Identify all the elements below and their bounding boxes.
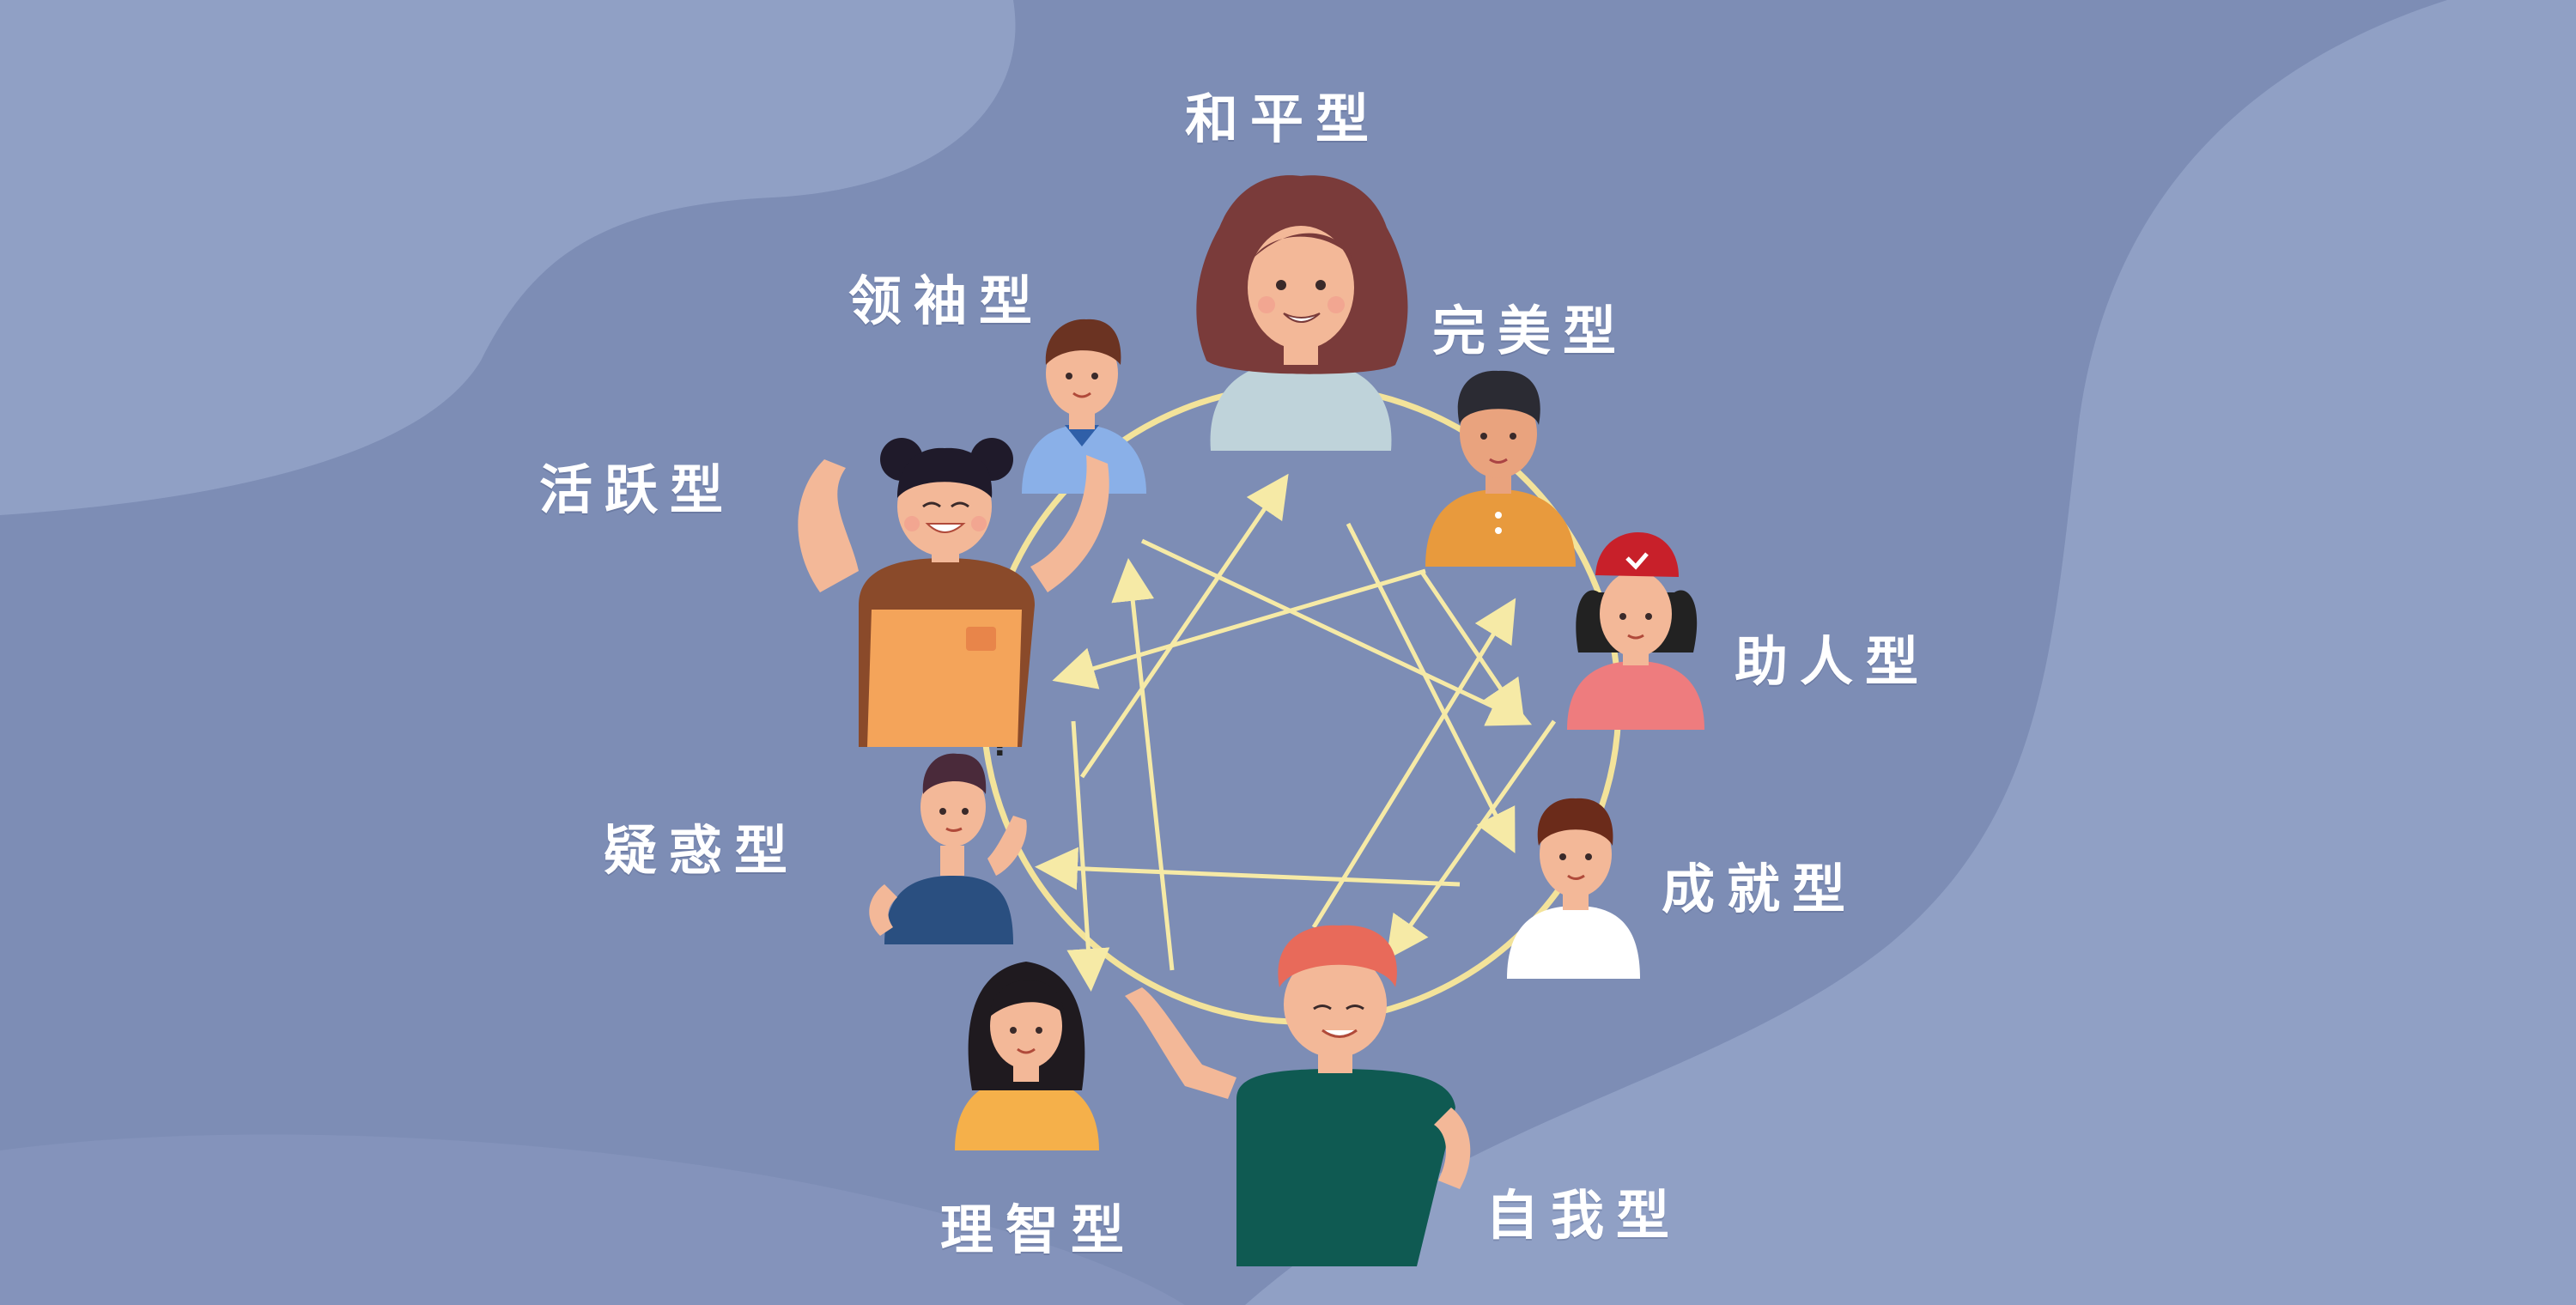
arrow-line	[1111, 558, 1175, 971]
arrow-line	[1066, 720, 1110, 992]
label-leader: 领袖型	[848, 270, 1045, 332]
arrow-line	[1386, 719, 1557, 961]
label-doubt: 疑惑型	[604, 819, 800, 882]
avatar-achiever	[1507, 798, 1640, 979]
background-blob-right	[1245, 0, 2576, 1305]
label-active: 活跃型	[539, 458, 736, 521]
label-achiever: 成就型	[1662, 858, 1858, 920]
avatar-perfect	[1425, 370, 1576, 567]
avatar-leader	[1022, 319, 1146, 494]
arrow-line	[1035, 847, 1461, 890]
background-blob-top-left	[0, 0, 1016, 515]
arrow-line	[1346, 522, 1516, 853]
avatar-helper	[1567, 532, 1704, 730]
avatar-active	[798, 438, 1109, 747]
label-peace: 和平型	[1185, 88, 1382, 150]
arrow-line	[1311, 598, 1516, 929]
avatar-intellect	[955, 962, 1099, 1150]
background-blob-bottom-left	[0, 1134, 1185, 1305]
avatar-self	[1125, 925, 1471, 1266]
arrow-line	[1079, 473, 1289, 779]
label-helper: 助人型	[1735, 630, 1931, 693]
label-perfect: 完美型	[1432, 300, 1629, 362]
label-intellect: 理智型	[940, 1199, 1137, 1261]
avatar-peace	[1196, 175, 1408, 451]
arrow-line	[1140, 538, 1533, 726]
avatar-doubt: ?	[869, 728, 1027, 944]
label-self: 自我型	[1485, 1184, 1682, 1247]
enneagram-arrows	[1035, 473, 1557, 992]
arrow-line	[1052, 568, 1426, 689]
